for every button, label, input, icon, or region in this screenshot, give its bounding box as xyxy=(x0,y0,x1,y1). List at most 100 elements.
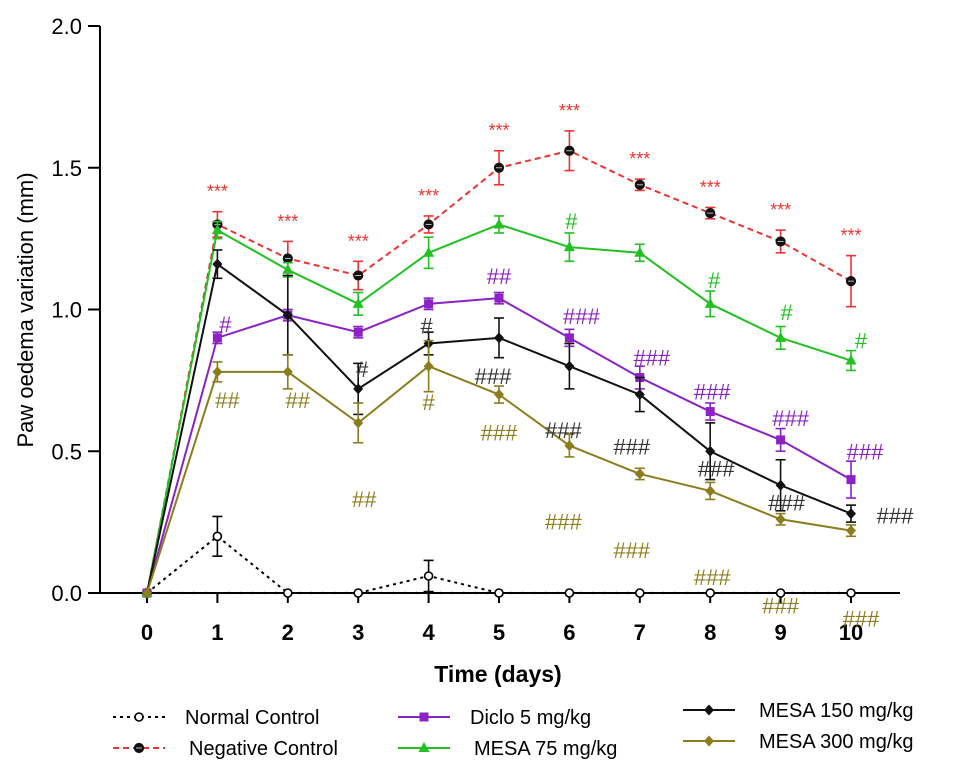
significance-label: # xyxy=(708,268,721,293)
significance-label: *** xyxy=(277,211,298,231)
legend-label: MESA 75 mg/kg xyxy=(474,738,617,760)
baseline-dot xyxy=(474,591,477,595)
series-mesa-300-mg-kg xyxy=(142,339,856,599)
significance-label: ### xyxy=(694,380,731,405)
data-point xyxy=(212,258,223,270)
baseline-dot xyxy=(462,591,465,595)
legend-marker xyxy=(134,712,144,722)
data-point xyxy=(211,224,223,235)
data-point xyxy=(282,263,294,274)
baseline-dot xyxy=(415,591,419,595)
x-tick-label: 2 xyxy=(282,620,294,645)
series-line xyxy=(146,535,851,594)
data-point xyxy=(775,513,786,525)
legend-item: Normal Control xyxy=(113,707,319,729)
data-point xyxy=(423,246,435,257)
data-point xyxy=(634,468,645,480)
significance-label: ### xyxy=(545,510,582,535)
series-diclo-5-mg-kg xyxy=(142,291,856,598)
significance-label: ### xyxy=(613,538,650,563)
baseline-dot xyxy=(333,591,336,595)
data-point xyxy=(282,309,293,321)
legend-item: Diclo 5 mg/kg xyxy=(398,707,591,729)
data-point xyxy=(705,407,715,417)
significance-label: ### xyxy=(768,490,805,515)
baseline-dot xyxy=(403,591,407,595)
baseline-dot xyxy=(204,591,207,595)
legend-label: MESA 300 mg/kg xyxy=(759,731,914,753)
data-point xyxy=(846,525,856,537)
legend-marker xyxy=(704,704,714,716)
significance-label: # xyxy=(219,312,232,337)
significance-label: *** xyxy=(629,149,650,169)
x-tick-label: 10 xyxy=(839,620,863,645)
x-tick-label: 0 xyxy=(141,620,153,645)
data-point xyxy=(846,475,856,485)
baseline-dot xyxy=(556,591,559,595)
data-point xyxy=(494,588,504,598)
data-point xyxy=(564,333,574,343)
baseline-dot xyxy=(227,591,231,595)
x-axis-label: Time (days) xyxy=(434,661,561,687)
data-point xyxy=(353,383,364,395)
baseline-dot xyxy=(251,591,254,595)
baseline-dot xyxy=(814,591,817,595)
significance-label: ## xyxy=(215,388,240,413)
x-tick-label: 4 xyxy=(422,620,435,645)
x-tick-label: 1 xyxy=(211,620,223,645)
x-tick-label: 3 xyxy=(352,620,364,645)
baseline-dot xyxy=(732,591,735,595)
data-point xyxy=(424,299,434,309)
series-mesa-75-mg-kg xyxy=(141,215,857,597)
data-point xyxy=(494,389,504,401)
significance-label: ### xyxy=(847,440,884,465)
data-point xyxy=(634,588,645,598)
significance-label: *** xyxy=(700,177,721,197)
baseline-dot xyxy=(392,591,395,595)
baseline-dot xyxy=(826,591,829,595)
baseline-dot xyxy=(380,591,383,595)
significance-label: *** xyxy=(559,101,580,121)
significance-label: ## xyxy=(286,388,311,413)
data-point xyxy=(705,485,716,497)
significance-label: # xyxy=(565,209,578,234)
baseline-dot xyxy=(662,591,665,595)
significance-label: # xyxy=(422,390,435,415)
data-point xyxy=(563,241,575,252)
significance-label: ### xyxy=(772,406,809,431)
significance-label: ## xyxy=(352,487,377,512)
significance-label: ### xyxy=(613,435,650,460)
significance-label: ### xyxy=(481,421,518,446)
baseline-dot xyxy=(450,591,454,595)
data-point xyxy=(776,435,786,445)
data-point xyxy=(846,588,856,598)
legend-label: Negative Control xyxy=(189,738,338,760)
baseline-dot xyxy=(321,591,325,595)
data-point xyxy=(212,531,223,542)
baseline-dot xyxy=(157,591,160,595)
x-tick-label: 5 xyxy=(493,620,505,645)
significance-label: ### xyxy=(563,304,600,329)
x-tick-label: 9 xyxy=(774,620,786,645)
legend-item: MESA 75 mg/kg xyxy=(398,738,617,760)
baseline-dot xyxy=(544,591,548,595)
baseline-dot xyxy=(192,591,196,595)
significance-label: # xyxy=(420,314,433,339)
y-tick-label: 2.0 xyxy=(51,14,82,39)
y-tick-label: 1.5 xyxy=(51,156,82,181)
data-point xyxy=(775,479,786,491)
y-axis-label: Paw oedema variation (mm) xyxy=(13,172,38,447)
baseline-dot xyxy=(368,591,372,595)
series-layer xyxy=(141,130,857,599)
baseline-dot xyxy=(181,591,184,595)
x-tick-label: 7 xyxy=(634,620,646,645)
baseline-dot xyxy=(521,591,524,595)
data-point xyxy=(704,297,716,308)
data-point xyxy=(705,588,716,598)
data-point xyxy=(493,218,505,229)
x-axis-ticks: 0 1 2 3 4 5 6 7 8 9 10 xyxy=(141,593,863,645)
significance-label: *** xyxy=(348,231,369,251)
data-point xyxy=(494,293,504,303)
data-point xyxy=(353,327,363,337)
